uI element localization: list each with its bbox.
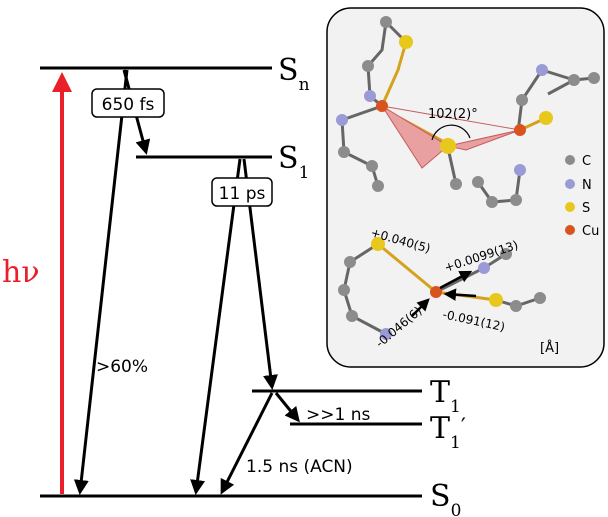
legend-c: C bbox=[582, 154, 591, 169]
label-t1-t1prime: >>1 ns bbox=[306, 405, 370, 425]
unit-label: [Å] bbox=[540, 340, 559, 356]
arrow-t1-to-t1prime bbox=[274, 392, 300, 423]
label-yield: >60% bbox=[96, 357, 148, 377]
legend-cu: Cu bbox=[582, 224, 599, 239]
label-t1-prime: T1′ bbox=[430, 411, 466, 453]
structure-inset: 102(2)° C N S Cu bbox=[326, 7, 605, 368]
arrow-sn-to-s0 bbox=[73, 69, 129, 495]
label-650fs: 650 fs bbox=[102, 95, 155, 115]
legend-s-swatch bbox=[565, 202, 575, 212]
label-sn: Sn bbox=[278, 53, 310, 95]
box-11ps bbox=[211, 177, 273, 207]
label-t1: T1 bbox=[430, 375, 461, 417]
label-s0: S0 bbox=[430, 479, 461, 517]
arrow-t1-to-s0 bbox=[220, 392, 274, 495]
angle-label: 102(2)° bbox=[428, 107, 478, 122]
legend-n-swatch bbox=[565, 179, 575, 189]
label-s1: S1 bbox=[278, 141, 309, 183]
excitation-label: hν bbox=[2, 255, 40, 290]
arrow-s1-to-s0 bbox=[190, 158, 242, 495]
label-t1-s0: 1.5 ns (ACN) bbox=[246, 457, 353, 477]
legend-s: S bbox=[582, 201, 590, 216]
label-11ps: 11 ps bbox=[219, 184, 266, 204]
legend-cu-swatch bbox=[565, 225, 575, 235]
legend-c-swatch bbox=[565, 155, 575, 165]
box-650fs bbox=[91, 88, 165, 118]
legend-n: N bbox=[582, 178, 592, 193]
